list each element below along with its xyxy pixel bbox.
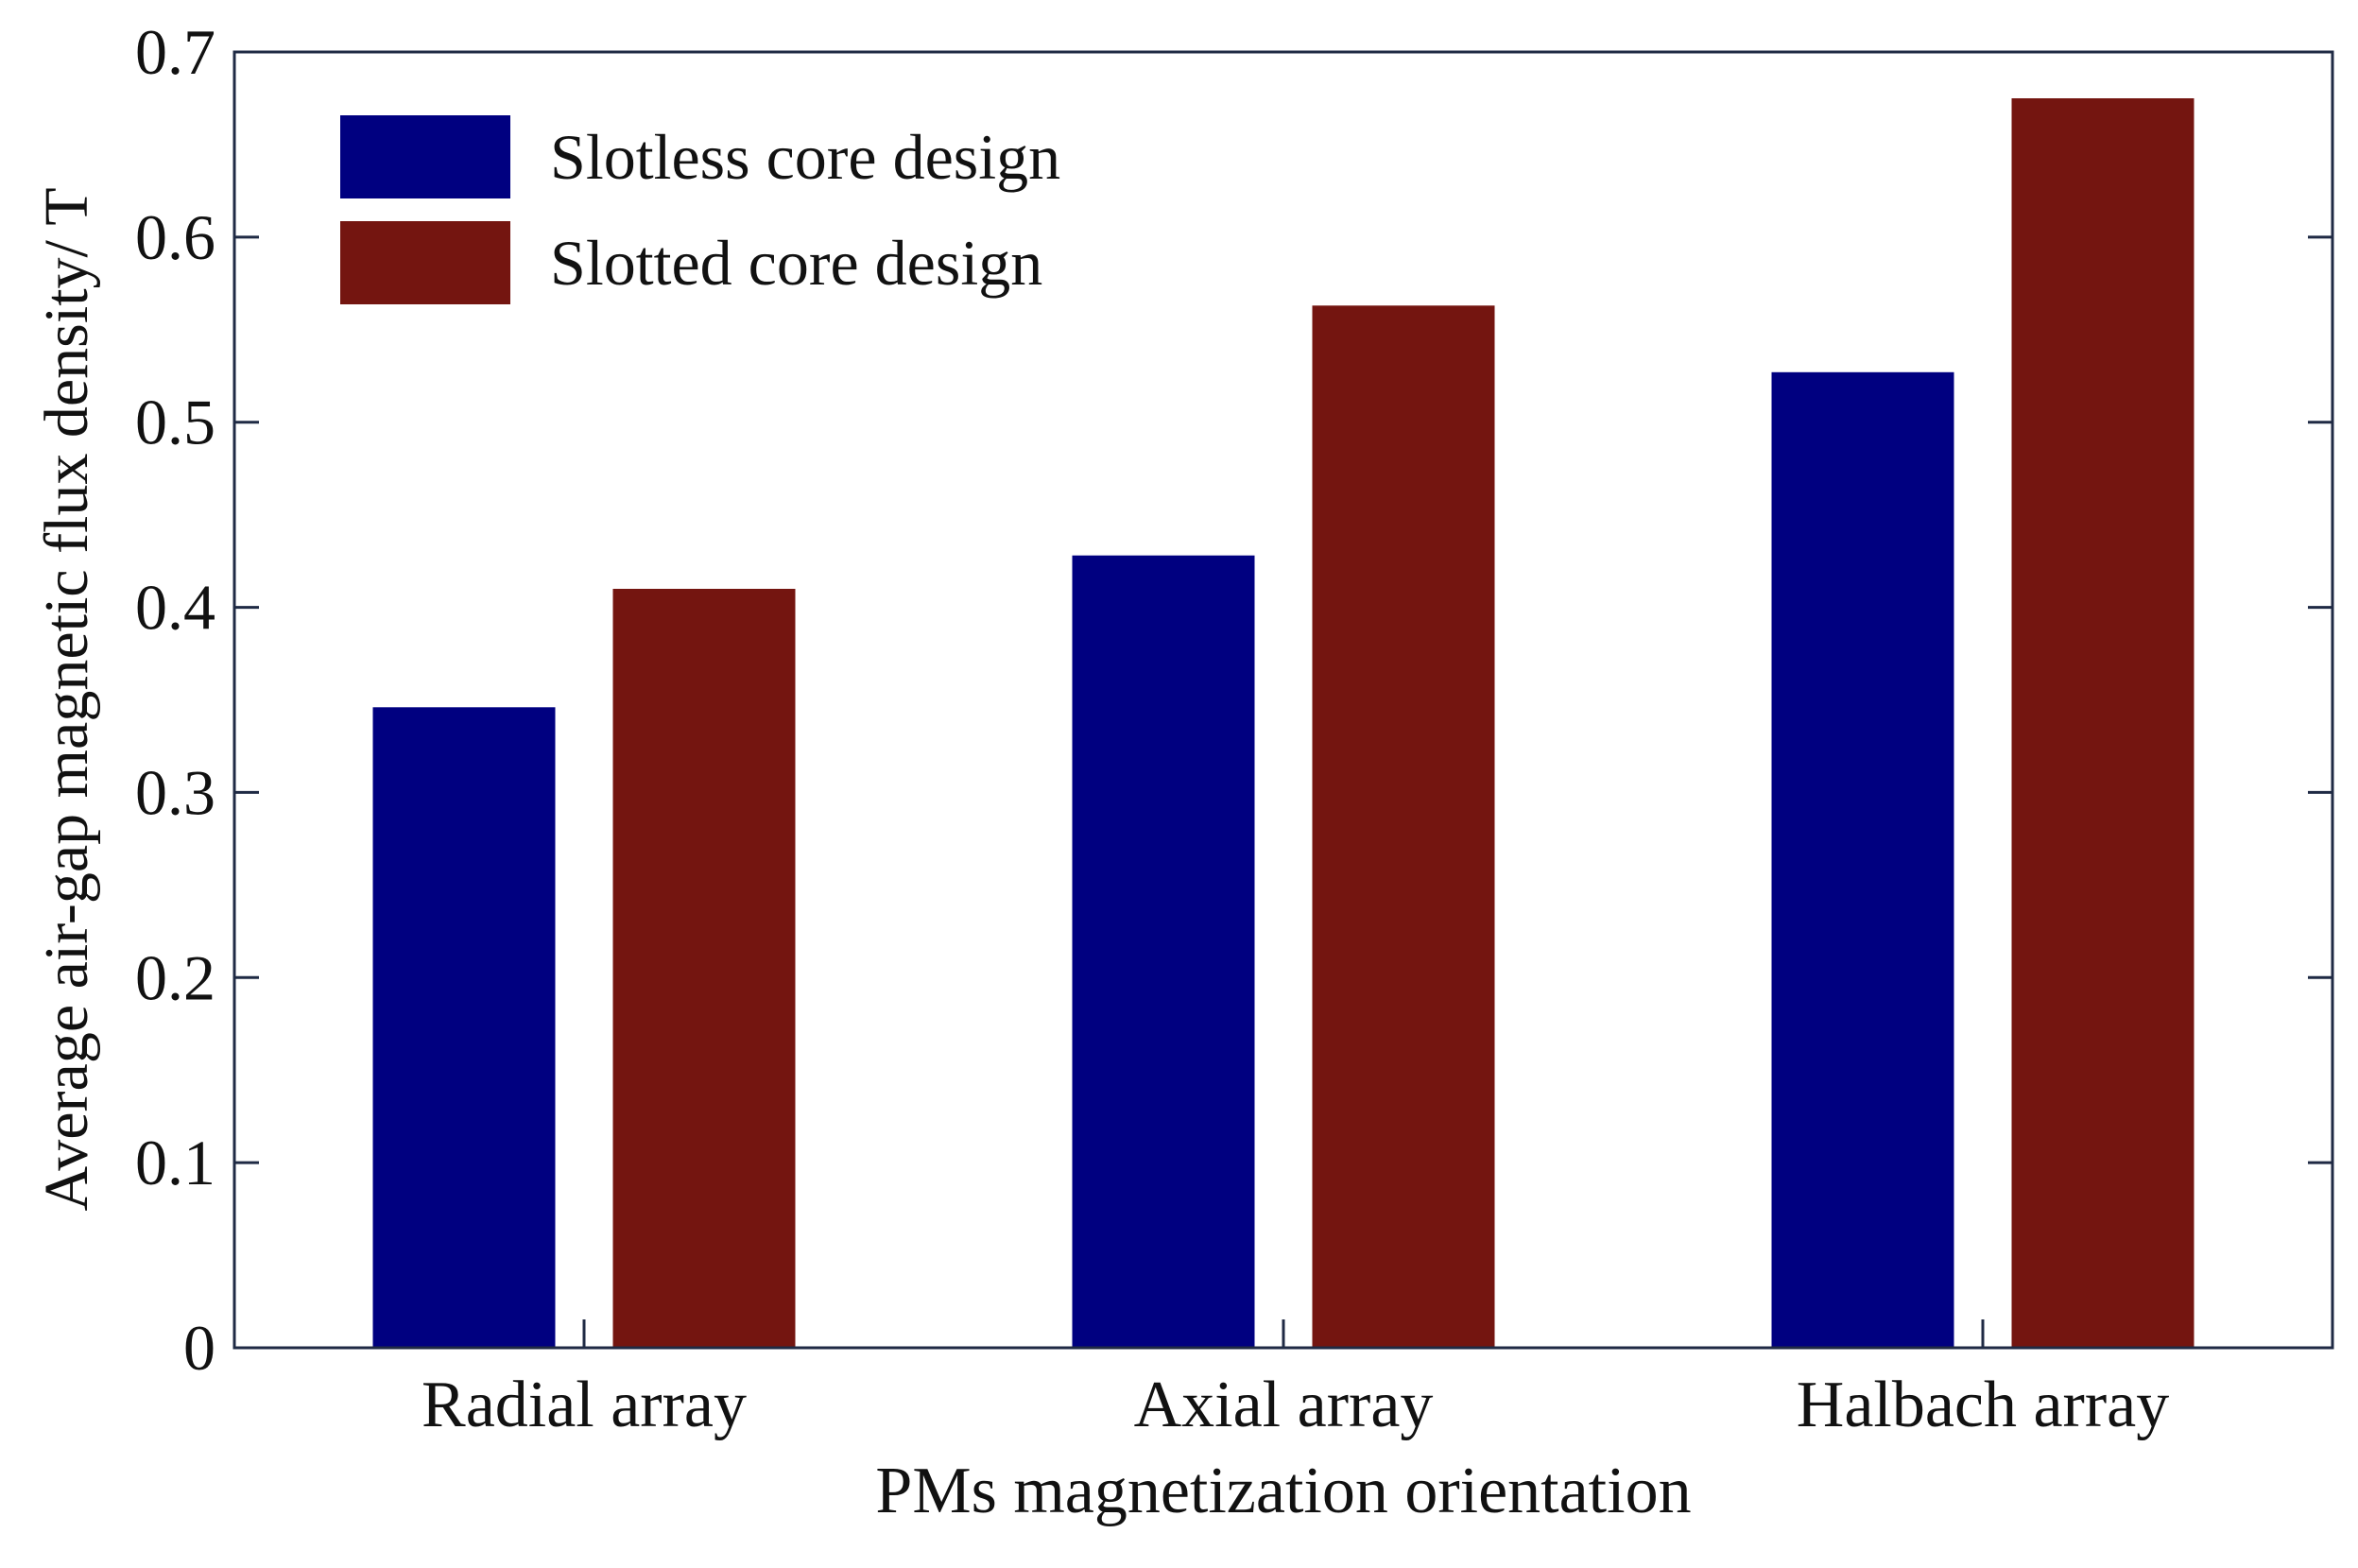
plot-frame [232, 50, 2334, 1350]
bar-slotted-2 [2011, 98, 2194, 1348]
y-axis-label: Average air-gap magnetic flux density/ T [32, 187, 101, 1211]
bar-slotless-0 [372, 707, 556, 1348]
bars-group [372, 98, 2194, 1348]
y-tick-label: 0.6 [135, 201, 215, 273]
legend-label-slotless: Slotless core design [550, 121, 1060, 193]
y-tick-label: 0.5 [135, 387, 215, 458]
legend-label-slotted: Slotted core design [550, 227, 1042, 299]
x-axis-label: PMs magnetization orientation [875, 1455, 1691, 1527]
bar-slotted-0 [612, 589, 796, 1348]
y-tick-label: 0.1 [135, 1127, 215, 1198]
bar-slotless-1 [1072, 555, 1255, 1348]
y-tick-label: 0 [183, 1312, 215, 1384]
x-tick-label: Radial array [422, 1369, 747, 1441]
legend-swatch-slotless [340, 115, 510, 198]
ticks-group: Radial array Axial array Halbach array 0 0.1… [135, 16, 2332, 1441]
y-tick-label: 0.4 [135, 572, 215, 644]
bar-slotted-1 [1312, 305, 1495, 1348]
legend-swatch-slotted [340, 221, 510, 304]
y-tick-label: 0.7 [135, 16, 215, 88]
legend: Slotless core design Slotted core design [340, 115, 1060, 304]
y-tick-label: 0.2 [135, 941, 215, 1013]
x-tick-label: Axial array [1134, 1369, 1434, 1441]
y-tick-label: 0.3 [135, 756, 215, 828]
x-tick-label: Halbach array [1797, 1369, 2169, 1441]
bar-slotless-2 [1771, 371, 1954, 1348]
